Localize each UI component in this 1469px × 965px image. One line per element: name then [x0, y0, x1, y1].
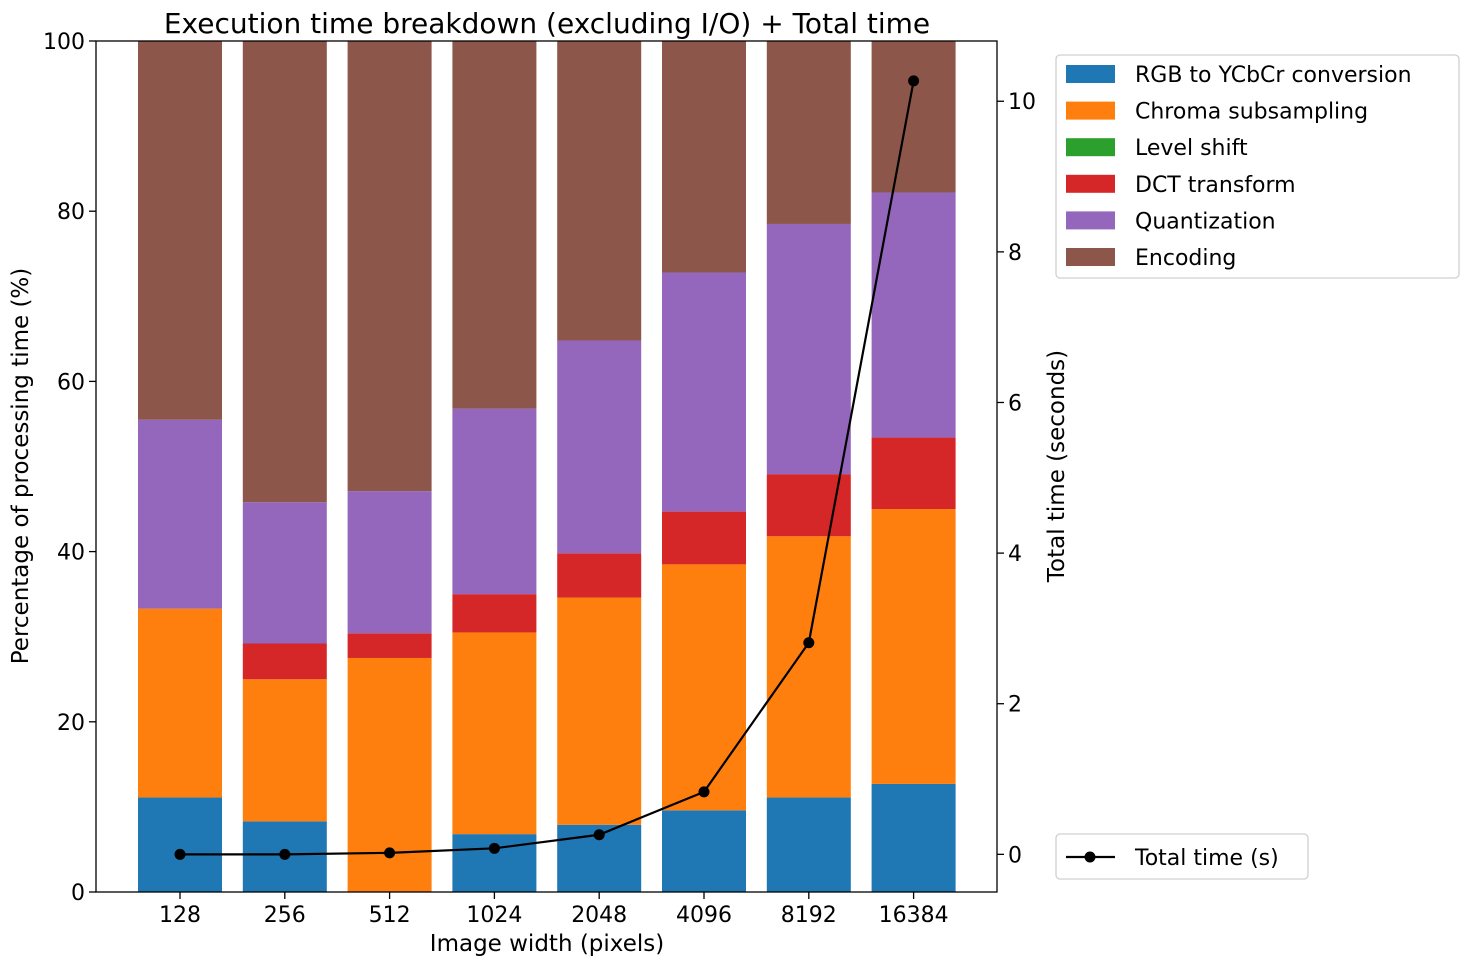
- bar-dct-transform-256: [242, 643, 327, 680]
- bar-dct-transform-2048: [557, 553, 642, 598]
- left-tick-label-100: 100: [43, 30, 85, 55]
- right-tick-label-0: 0: [1008, 843, 1022, 868]
- left-tick-label-20: 20: [57, 711, 85, 736]
- left-tick-label-60: 60: [57, 370, 85, 395]
- legend-swatch-quantization: [1066, 211, 1115, 230]
- legend-total-time-frame: [1055, 833, 1309, 880]
- bar-encoding-2048: [557, 41, 642, 341]
- x-tick-label-2048: 2048: [571, 903, 627, 928]
- legend-marker-total-time: [1084, 851, 1096, 863]
- total-time-point-2048: [593, 829, 605, 841]
- left-y-axis-label: Percentage of processing time (%): [8, 268, 34, 665]
- bar-encoding-512: [347, 41, 432, 492]
- bar-encoding-4096: [662, 41, 746, 273]
- x-axis-label: Image width (pixels): [430, 931, 664, 957]
- bar-chroma-subsampling-128: [138, 608, 222, 798]
- left-y-axis: 0 20 40 60 80 100: [43, 30, 96, 906]
- legend-swatch-rgb-to-ycbcr-conversion: [1066, 65, 1115, 83]
- total-time-point-256: [279, 848, 291, 860]
- bar-encoding-8192: [766, 41, 851, 224]
- legend-label-dct-transform: DCT transform: [1135, 173, 1296, 198]
- bar-quantization-16384: [871, 192, 956, 438]
- bar-rgb-to-ycbcr-conversion-1024: [452, 834, 537, 892]
- total-time-point-128: [174, 848, 186, 860]
- bar-rgb-to-ycbcr-conversion-128: [138, 797, 222, 892]
- total-time-point-4096: [698, 786, 710, 798]
- x-tick-label-4096: 4096: [676, 903, 732, 928]
- bar-encoding-16384: [871, 41, 956, 193]
- legend-swatch-dct-transform: [1066, 174, 1115, 193]
- bar-quantization-1024: [452, 408, 537, 595]
- right-tick-label-2: 2: [1008, 693, 1022, 718]
- bar-dct-transform-4096: [662, 511, 746, 565]
- legend-label-encoding: Encoding: [1135, 246, 1236, 271]
- total-time-point-1024: [488, 842, 500, 854]
- bar-dct-transform-8192: [766, 474, 851, 537]
- bar-chroma-subsampling-1024: [452, 632, 537, 835]
- bar-encoding-1024: [452, 41, 537, 409]
- bar-encoding-128: [138, 41, 222, 420]
- legend-swatch-encoding: [1066, 248, 1115, 266]
- right-tick-label-10: 10: [1008, 90, 1036, 115]
- bar-chroma-subsampling-8192: [766, 536, 851, 798]
- bar-dct-transform-512: [347, 633, 432, 658]
- bar-rgb-to-ycbcr-conversion-4096: [662, 810, 746, 892]
- total-time-point-8192: [803, 637, 815, 649]
- bar-quantization-128: [138, 419, 222, 609]
- bar-quantization-4096: [662, 272, 746, 512]
- plot-frame: [95, 40, 998, 893]
- bar-chroma-subsampling-16384: [871, 509, 956, 784]
- bar-dct-transform-16384: [871, 437, 956, 510]
- total-time-line: [180, 80, 915, 856]
- total-time-line-layer: [174, 75, 920, 860]
- left-tick-label-40: 40: [57, 541, 85, 566]
- right-tick-label-8: 8: [1008, 241, 1022, 266]
- bar-quantization-512: [347, 491, 432, 634]
- bar-rgb-to-ycbcr-conversion-16384: [871, 783, 956, 892]
- chart-title: Execution time breakdown (excluding I/O)…: [164, 7, 930, 40]
- bar-quantization-8192: [766, 223, 851, 475]
- legend-label-total-time: Total time (s): [1134, 846, 1279, 871]
- x-tick-label-8192: 8192: [781, 903, 837, 928]
- x-tick-label-1024: 1024: [466, 903, 522, 928]
- right-tick-label-6: 6: [1008, 391, 1022, 416]
- legend-label-quantization: Quantization: [1135, 209, 1276, 234]
- total-time-point-16384: [908, 75, 920, 87]
- bars-layer: [138, 41, 956, 892]
- bar-dct-transform-1024: [452, 594, 537, 633]
- x-tick-label-128: 128: [159, 903, 201, 928]
- x-axis: 128 256 512 1024 2048 4096 8192 16384: [159, 892, 949, 928]
- right-tick-label-4: 4: [1008, 542, 1022, 567]
- legend-stages: RGB to YCbCr conversion Chroma subsamplin…: [1055, 54, 1460, 279]
- legend-label-rgb-to-ycbcr-conversion: RGB to YCbCr conversion: [1135, 63, 1412, 88]
- total-time-point-512: [384, 847, 396, 859]
- legend-swatch-chroma-subsampling: [1066, 101, 1115, 120]
- legend-total-time: Total time (s): [1055, 833, 1309, 880]
- x-tick-label-512: 512: [369, 903, 411, 928]
- x-tick-label-16384: 16384: [879, 903, 949, 928]
- legend-swatch-level-shift: [1066, 138, 1115, 157]
- bar-quantization-2048: [557, 340, 642, 554]
- bar-chroma-subsampling-256: [242, 679, 327, 822]
- legend-stages-frame: [1055, 54, 1460, 279]
- left-tick-label-80: 80: [57, 200, 85, 225]
- x-tick-label-256: 256: [264, 903, 306, 928]
- bar-chroma-subsampling-4096: [662, 564, 746, 811]
- legend-label-chroma-subsampling: Chroma subsampling: [1135, 100, 1368, 125]
- bar-encoding-256: [242, 41, 327, 503]
- bar-chroma-subsampling-2048: [557, 597, 642, 825]
- left-tick-label-0: 0: [71, 881, 85, 906]
- right-y-axis-label: Total time (seconds): [1044, 350, 1070, 583]
- right-y-axis: 0 2 4 6 8 10: [997, 90, 1036, 868]
- bar-quantization-256: [242, 502, 327, 644]
- bar-rgb-to-ycbcr-conversion-8192: [766, 797, 851, 892]
- legend-label-level-shift: Level shift: [1135, 136, 1248, 161]
